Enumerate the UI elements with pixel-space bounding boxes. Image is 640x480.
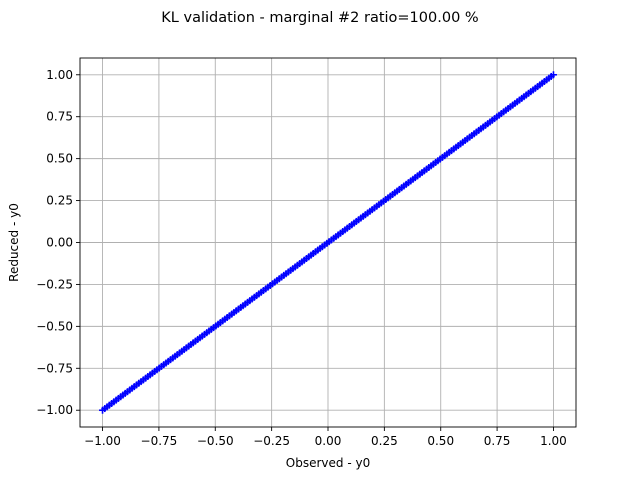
y-tick-label: 0.00	[46, 236, 73, 250]
data-points	[99, 71, 557, 414]
x-axis-label: Observed - y0	[286, 456, 370, 470]
x-tick-label: 0.00	[315, 434, 342, 448]
y-tick-label: 0.75	[46, 110, 73, 124]
y-tick-label: −0.25	[36, 277, 73, 291]
y-axis-label: Reduced - y0	[7, 203, 21, 282]
x-tick-label: 0.75	[484, 434, 511, 448]
x-tick-label: −0.50	[197, 434, 234, 448]
data-point	[549, 71, 557, 79]
y-tick-label: −0.50	[36, 319, 73, 333]
y-axis-ticks: −1.00 −0.75 −0.50 −0.25 0.00 0.25 0.50 0.75 1.00	[36, 68, 80, 417]
x-tick-label: 0.50	[427, 434, 454, 448]
x-tick-label: −0.25	[253, 434, 290, 448]
y-tick-label: 0.50	[46, 152, 73, 166]
x-tick-label: −0.75	[141, 434, 178, 448]
x-axis-ticks: −1.00 −0.75 −0.50 −0.25 0.00 0.25 0.50 0.75 1.00	[84, 427, 567, 448]
x-tick-label: 0.25	[371, 434, 398, 448]
y-tick-label: 0.25	[46, 194, 73, 208]
x-tick-label: 1.00	[540, 434, 567, 448]
y-tick-label: 1.00	[46, 68, 73, 82]
x-tick-label: −1.00	[84, 434, 121, 448]
y-tick-label: −1.00	[36, 403, 73, 417]
y-tick-label: −0.75	[36, 361, 73, 375]
chart-title: KL validation - marginal #2 ratio=100.00…	[161, 10, 478, 26]
